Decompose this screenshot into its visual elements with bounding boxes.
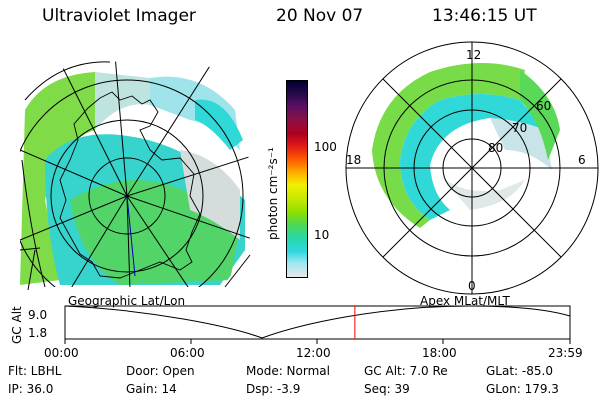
timeline-y-tick-max: 9.0 bbox=[28, 308, 48, 322]
status-ip: IP: 36.0 bbox=[8, 382, 54, 396]
polar-panel-label: Apex MLat/MLT bbox=[420, 294, 510, 308]
geographic-outer-arcs bbox=[21, 159, 251, 291]
status-gc-alt: GC Alt: 7.0 Re bbox=[364, 364, 448, 378]
status-gain: Gain: 14 bbox=[126, 382, 177, 396]
status-mode: Mode: Normal bbox=[246, 364, 330, 378]
mlt-label-18: 18 bbox=[346, 153, 361, 167]
coastline bbox=[59, 91, 201, 279]
lat-label-80: 80 bbox=[488, 141, 503, 155]
lat-label-70: 70 bbox=[512, 121, 527, 135]
colorbar-tick-100: 100 bbox=[314, 140, 337, 154]
colorbar-tick-10: 10 bbox=[314, 228, 330, 242]
timeline-x-tick-1: 06:00 bbox=[170, 346, 205, 360]
timeline-y-tick-min: 1.8 bbox=[28, 326, 48, 340]
status-seq: Seq: 39 bbox=[364, 382, 410, 396]
status-dsp: Dsp: -3.9 bbox=[246, 382, 301, 396]
instrument-title: Ultraviolet Imager bbox=[42, 6, 196, 26]
timeline-x-tick-3: 18:00 bbox=[422, 346, 457, 360]
mlt-label-6: 6 bbox=[578, 153, 586, 167]
polar-grid bbox=[345, 41, 599, 295]
lat-label-60: 60 bbox=[536, 99, 551, 113]
timeline-x-tick-0: 00:00 bbox=[44, 346, 79, 360]
status-glat: GLat: -85.0 bbox=[486, 364, 553, 378]
image-time: 13:46:15 UT bbox=[432, 6, 537, 26]
status-door: Door: Open bbox=[126, 364, 195, 378]
status-glon: GLon: 179.3 bbox=[486, 382, 559, 396]
coastline-meridian bbox=[126, 195, 136, 277]
timeline-ticks bbox=[64, 339, 571, 344]
mlt-label-0: 0 bbox=[468, 279, 476, 293]
geographic-grid bbox=[19, 61, 250, 287]
mlt-label-12: 12 bbox=[466, 48, 481, 62]
image-date: 20 Nov 07 bbox=[276, 6, 364, 26]
colorbar-gradient bbox=[287, 81, 307, 277]
status-flt: Flt: LBHL bbox=[8, 364, 62, 378]
timeline-x-tick-2: 12:00 bbox=[296, 346, 331, 360]
timeline-x-tick-4: 23:59 bbox=[548, 346, 583, 360]
altitude-curve bbox=[64, 305, 571, 339]
geo-panel-label: Geographic Lat/Lon bbox=[68, 294, 186, 308]
colorbar bbox=[286, 80, 308, 278]
